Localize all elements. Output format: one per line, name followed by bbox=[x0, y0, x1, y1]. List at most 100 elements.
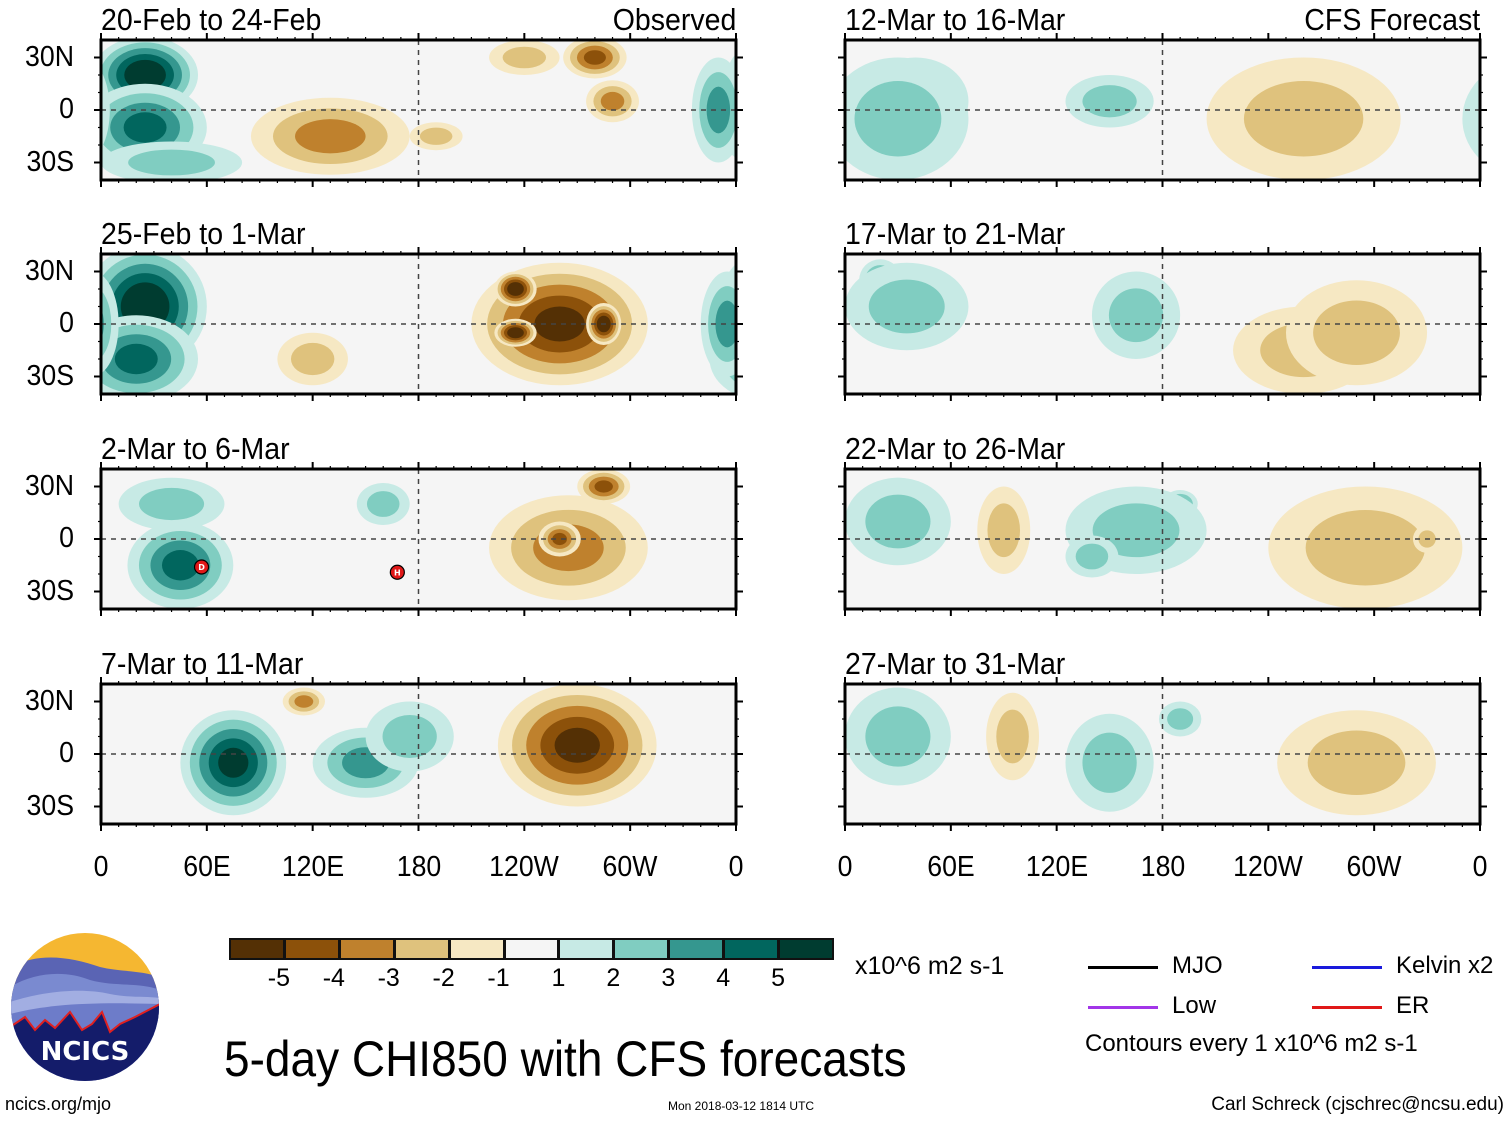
colorbar-tick-label: 1 bbox=[551, 964, 566, 992]
colorbar-units: x10^6 m2 s-1 bbox=[855, 952, 1005, 980]
site-link[interactable]: ncics.org/mjo bbox=[5, 1094, 112, 1114]
colorbar-swatch bbox=[283, 938, 340, 960]
x-tick-label: 60W bbox=[1346, 851, 1402, 883]
y-tick-label: 0 bbox=[59, 93, 74, 125]
anomaly-contour bbox=[763, 150, 850, 176]
anomaly-contour bbox=[727, 278, 736, 335]
panel-map-3 bbox=[94, 677, 743, 831]
figure-title: 5-day CHI850 with CFS forecasts bbox=[224, 1031, 907, 1087]
colorbar-tick-label: 2 bbox=[606, 964, 621, 992]
y-tick-label: 0 bbox=[59, 737, 74, 769]
anomaly-contour bbox=[750, 344, 793, 374]
colorbar-swatch bbox=[393, 938, 450, 960]
panel-period-title: 25-Feb to 1-Mar bbox=[101, 216, 306, 251]
x-tick-label: 0 bbox=[1472, 851, 1488, 883]
anomaly-contour bbox=[295, 119, 366, 154]
colorbar-tick-label: -1 bbox=[487, 964, 510, 992]
anomaly-contour bbox=[294, 695, 314, 708]
anomaly-contour bbox=[600, 91, 625, 111]
anomaly-contour bbox=[130, 291, 161, 322]
anomaly-contour bbox=[756, 282, 805, 330]
anomaly-contour bbox=[72, 87, 96, 134]
x-tick-label: 60E bbox=[183, 851, 231, 883]
anomaly-contour bbox=[132, 65, 158, 85]
x-tick-label: 120E bbox=[1025, 851, 1088, 883]
anomaly-contour bbox=[114, 343, 158, 375]
tropical-cyclone-marker: D bbox=[193, 559, 210, 575]
legend-label: Low bbox=[1172, 992, 1217, 1019]
anomaly-contour bbox=[419, 127, 453, 145]
panel-map-4 bbox=[838, 33, 1487, 187]
panel-period-title: 22-Mar to 26-Mar bbox=[845, 431, 1066, 466]
colorbar-swatch bbox=[723, 938, 780, 960]
y-tick-label: 30S bbox=[26, 359, 75, 392]
colorbar-swatch bbox=[558, 938, 615, 960]
colorbar-swatch bbox=[338, 938, 395, 960]
anomaly-contour bbox=[1305, 510, 1426, 586]
anomaly-contour bbox=[736, 334, 806, 383]
y-tick-label: 30S bbox=[26, 574, 75, 607]
anomaly-contour bbox=[1167, 708, 1194, 730]
x-tick-label: 120W bbox=[1233, 851, 1304, 883]
colorbar-tick-label: -5 bbox=[267, 964, 291, 992]
y-tick-label: 0 bbox=[59, 307, 74, 339]
anomaly-contour bbox=[727, 53, 736, 97]
colorbar-tick-label: -2 bbox=[432, 964, 455, 992]
anomaly-contour bbox=[290, 342, 335, 376]
anomaly-contour bbox=[138, 487, 205, 521]
anomaly-contour bbox=[868, 279, 945, 334]
anomaly-contour bbox=[1480, 478, 1510, 566]
anomaly-contour bbox=[510, 329, 521, 337]
tropical-cyclone-marker: H bbox=[389, 564, 405, 580]
anomaly-contour bbox=[751, 54, 809, 96]
author-credit: Carl Schreck (cjschrec@ncsu.edu) bbox=[1211, 1094, 1504, 1115]
legend-line-swatch bbox=[1312, 1006, 1382, 1009]
anomaly-contour bbox=[854, 81, 942, 157]
colorbar-swatch bbox=[229, 938, 285, 960]
colorbar-tick-label: 3 bbox=[661, 964, 676, 992]
y-tick-label: 30N bbox=[25, 684, 74, 717]
y-tick-label: 30S bbox=[26, 789, 75, 822]
panel-period-title: 12-Mar to 16-Mar bbox=[845, 2, 1066, 37]
y-tick-label: 0 bbox=[59, 522, 74, 554]
y-tick-label: 30S bbox=[26, 145, 75, 178]
x-tick-label: 0 bbox=[837, 851, 853, 883]
anomaly-contour bbox=[731, 113, 736, 142]
anomaly-contour bbox=[1500, 706, 1510, 766]
anomaly-contour bbox=[767, 66, 793, 85]
svg-text:H: H bbox=[394, 568, 401, 577]
panel-period-title: 27-Mar to 31-Mar bbox=[845, 646, 1066, 681]
panel-period-title: 20-Feb to 24-Feb bbox=[101, 2, 322, 37]
anomaly-contour bbox=[737, 264, 823, 349]
colorbar-tick-label: -4 bbox=[322, 964, 345, 992]
ncics-logo: NCICS bbox=[11, 933, 159, 1081]
timestamp: Mon 2018-03-12 1814 UTC bbox=[668, 1099, 815, 1113]
anomaly-contour bbox=[865, 494, 931, 549]
legend-line-swatch bbox=[1088, 1006, 1158, 1009]
panel-map-5 bbox=[838, 247, 1487, 401]
svg-text:D: D bbox=[198, 563, 205, 572]
anomaly-contour bbox=[534, 306, 585, 342]
legend-label: Kelvin x2 bbox=[1396, 952, 1494, 979]
anomaly-contour bbox=[1307, 730, 1406, 796]
anomaly-contour bbox=[552, 532, 567, 546]
anomaly-contour bbox=[594, 480, 613, 493]
colorbar-tick-label: 5 bbox=[771, 964, 786, 992]
anomaly-contour bbox=[101, 290, 112, 358]
anomaly-contour bbox=[1075, 543, 1109, 570]
x-tick-label: 60E bbox=[927, 851, 975, 883]
legend-label: ER bbox=[1396, 992, 1430, 1019]
anomaly-contour bbox=[128, 149, 215, 176]
panel-source-tag: Observed bbox=[612, 2, 736, 37]
x-tick-label: 120W bbox=[489, 851, 560, 883]
colorbar bbox=[229, 938, 834, 960]
anomaly-contour bbox=[218, 747, 249, 778]
colorbar-swatch bbox=[503, 938, 560, 960]
y-tick-label: 30N bbox=[25, 469, 74, 502]
anomaly-contour bbox=[1313, 300, 1400, 366]
anomaly-contour bbox=[366, 491, 400, 517]
anomaly-contour bbox=[502, 46, 547, 69]
anomaly-contour bbox=[554, 727, 600, 763]
colorbar-tick-label: -3 bbox=[377, 964, 400, 992]
panel-period-title: 2-Mar to 6-Mar bbox=[101, 431, 290, 466]
